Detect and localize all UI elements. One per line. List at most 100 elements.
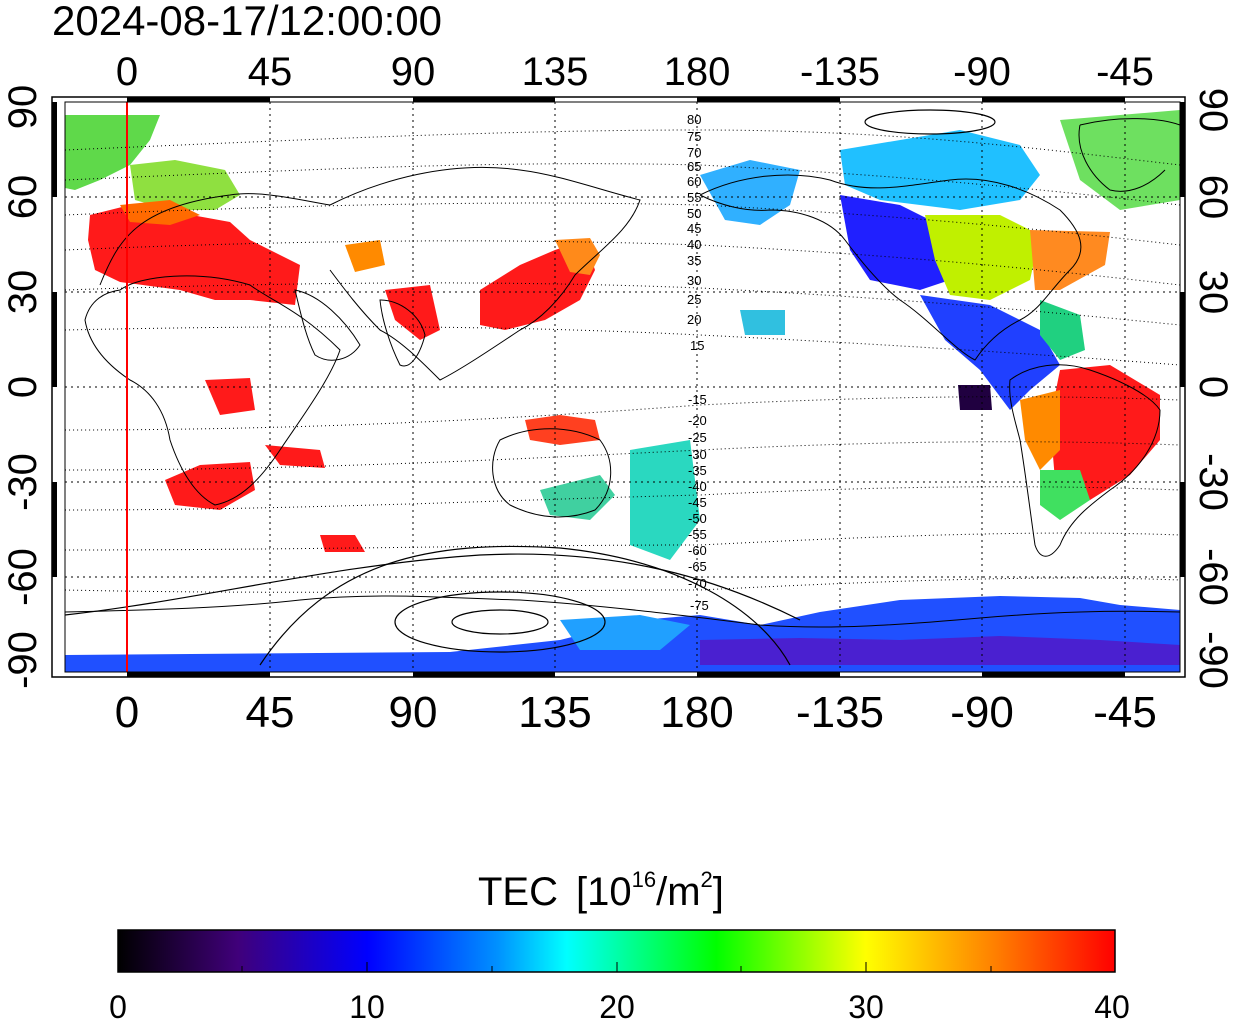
mlat-label: 35 [687, 253, 701, 268]
mlat-label: 75 [687, 129, 701, 144]
colorbar-unit-base: [10 [576, 870, 632, 914]
bottom-lon-labels: 0 45 90 135 180 -135 -90 -45 [115, 688, 1157, 737]
tec-patch-south-atlantic [320, 535, 365, 552]
tec-patch-arctic-europe [65, 115, 160, 190]
tec-patch-europe [88, 205, 300, 305]
tec-patch-greenland [1060, 110, 1180, 210]
right-lat-labels: 90 60 30 0 -30 -60 -90 [1191, 88, 1235, 689]
tec-patch-patagonia [1040, 470, 1090, 520]
mlat-label: 65 [687, 159, 701, 174]
tec-patch-usa-east [1030, 230, 1110, 290]
tec-patch-indonesia [525, 415, 600, 445]
coast-antarctica [65, 595, 1180, 628]
mlat-label: -55 [688, 527, 707, 542]
tec-patch-caribbean [1040, 300, 1085, 360]
lon-label: -135 [800, 50, 880, 94]
colorbar-tick: 10 [349, 989, 385, 1021]
tec-patch-europe-orange [120, 200, 200, 225]
mlat-label: -35 [688, 463, 707, 478]
lon-label: -90 [950, 688, 1014, 737]
lon-label: 135 [518, 688, 591, 737]
coast-arabia [294, 289, 361, 361]
lon-label: 45 [246, 688, 295, 737]
tec-patch-canada [840, 130, 1040, 210]
mlat-label: 55 [687, 190, 701, 205]
lat-label: -60 [1, 548, 45, 606]
tec-patch-west-africa [205, 378, 255, 415]
mlat-label: 40 [687, 237, 701, 252]
coast-india [379, 299, 426, 367]
mlat-label: -65 [688, 559, 707, 574]
mlat-label: 70 [687, 145, 701, 160]
coast-africa [84, 275, 341, 506]
lon-label: 90 [391, 50, 436, 94]
coast-south-america [1009, 364, 1161, 557]
tec-patch-alaska [700, 160, 800, 225]
top-lon-labels: 0 45 90 135 180 -135 -90 -45 [116, 50, 1154, 94]
lon-label: -45 [1096, 50, 1154, 94]
colorbar-label: TEC [478, 870, 558, 914]
coastlines [65, 118, 1180, 628]
colorbar-unit-exp2: 2 [701, 867, 713, 892]
frame-ticks [52, 97, 1185, 677]
mlat-label: 45 [687, 221, 701, 236]
lon-label: -45 [1093, 688, 1157, 737]
lon-label: 90 [389, 688, 438, 737]
mlat-label: -70 [688, 576, 707, 591]
coast-greenland [1078, 118, 1180, 192]
coast-north-america [699, 174, 1082, 361]
lat-label: -60 [1191, 548, 1235, 606]
lat-label: 60 [1, 175, 45, 220]
coast-europe [99, 193, 331, 286]
lat-label: 30 [1, 270, 45, 315]
mlat-label: -60 [688, 543, 707, 558]
lat-label: -90 [1, 631, 45, 689]
lat-label: 60 [1191, 175, 1235, 220]
colorbar-unit-end: ] [713, 870, 724, 914]
mlat-label: 25 [687, 292, 701, 307]
tec-patch-usa-west [840, 195, 950, 290]
magnetic-pole-contours [65, 109, 996, 666]
lat-label: 90 [1, 85, 45, 130]
map-title: 2024-08-17/12:00:00 [52, 0, 442, 44]
tec-patch-caspian [345, 240, 385, 272]
colorbar-tick: 20 [599, 989, 635, 1021]
tec-patch-usa-central [925, 215, 1040, 300]
lon-label: -90 [953, 50, 1011, 94]
mlat-label: 30 [687, 273, 701, 288]
lon-label: 180 [660, 688, 733, 737]
colorbar-tick: 0 [109, 989, 127, 1021]
tec-patch-antarctic-purple [700, 636, 1180, 665]
tec-patch-nz [630, 440, 700, 560]
lat-label: -90 [1191, 631, 1235, 689]
lat-label: 90 [1191, 88, 1235, 133]
tec-patch-southern-africa [165, 462, 255, 510]
mlat-label: -20 [688, 413, 707, 428]
lat-label: 30 [1191, 270, 1235, 315]
tec-patch-east-africa [265, 445, 325, 468]
tec-patch-hawaii [740, 310, 785, 335]
lat-label: -30 [1191, 453, 1235, 511]
tec-data-layer [65, 110, 1180, 672]
mlat-labels-south: -15 -20 -25 -30 -35 -40 -45 -50 -55 -60 … [688, 392, 709, 613]
colorbar-tick-marks [241, 962, 992, 972]
tec-patch-japan [555, 238, 600, 275]
mlat-label: -25 [688, 430, 707, 445]
coast-australia [492, 428, 612, 518]
tec-patch-central-america [920, 295, 1060, 410]
lon-label: 135 [522, 50, 589, 94]
left-lat-labels: 90 60 30 0 -30 -60 -90 [1, 85, 45, 689]
mlat-label: -45 [688, 495, 707, 510]
lat-label: 0 [1, 376, 45, 398]
tec-patch-pacific-low [958, 385, 992, 410]
colorbar-unit-exp: 16 [632, 867, 656, 892]
mlat-label: 15 [690, 338, 704, 353]
colorbar-unit-mid: /m [656, 870, 700, 914]
mlat-label: -30 [688, 447, 707, 462]
magnetic-latitude-contours [65, 129, 1180, 593]
lon-label: 0 [115, 688, 139, 737]
mlat-label: 60 [687, 174, 701, 189]
mlat-label: -15 [688, 392, 707, 407]
lon-label: 0 [116, 50, 138, 94]
